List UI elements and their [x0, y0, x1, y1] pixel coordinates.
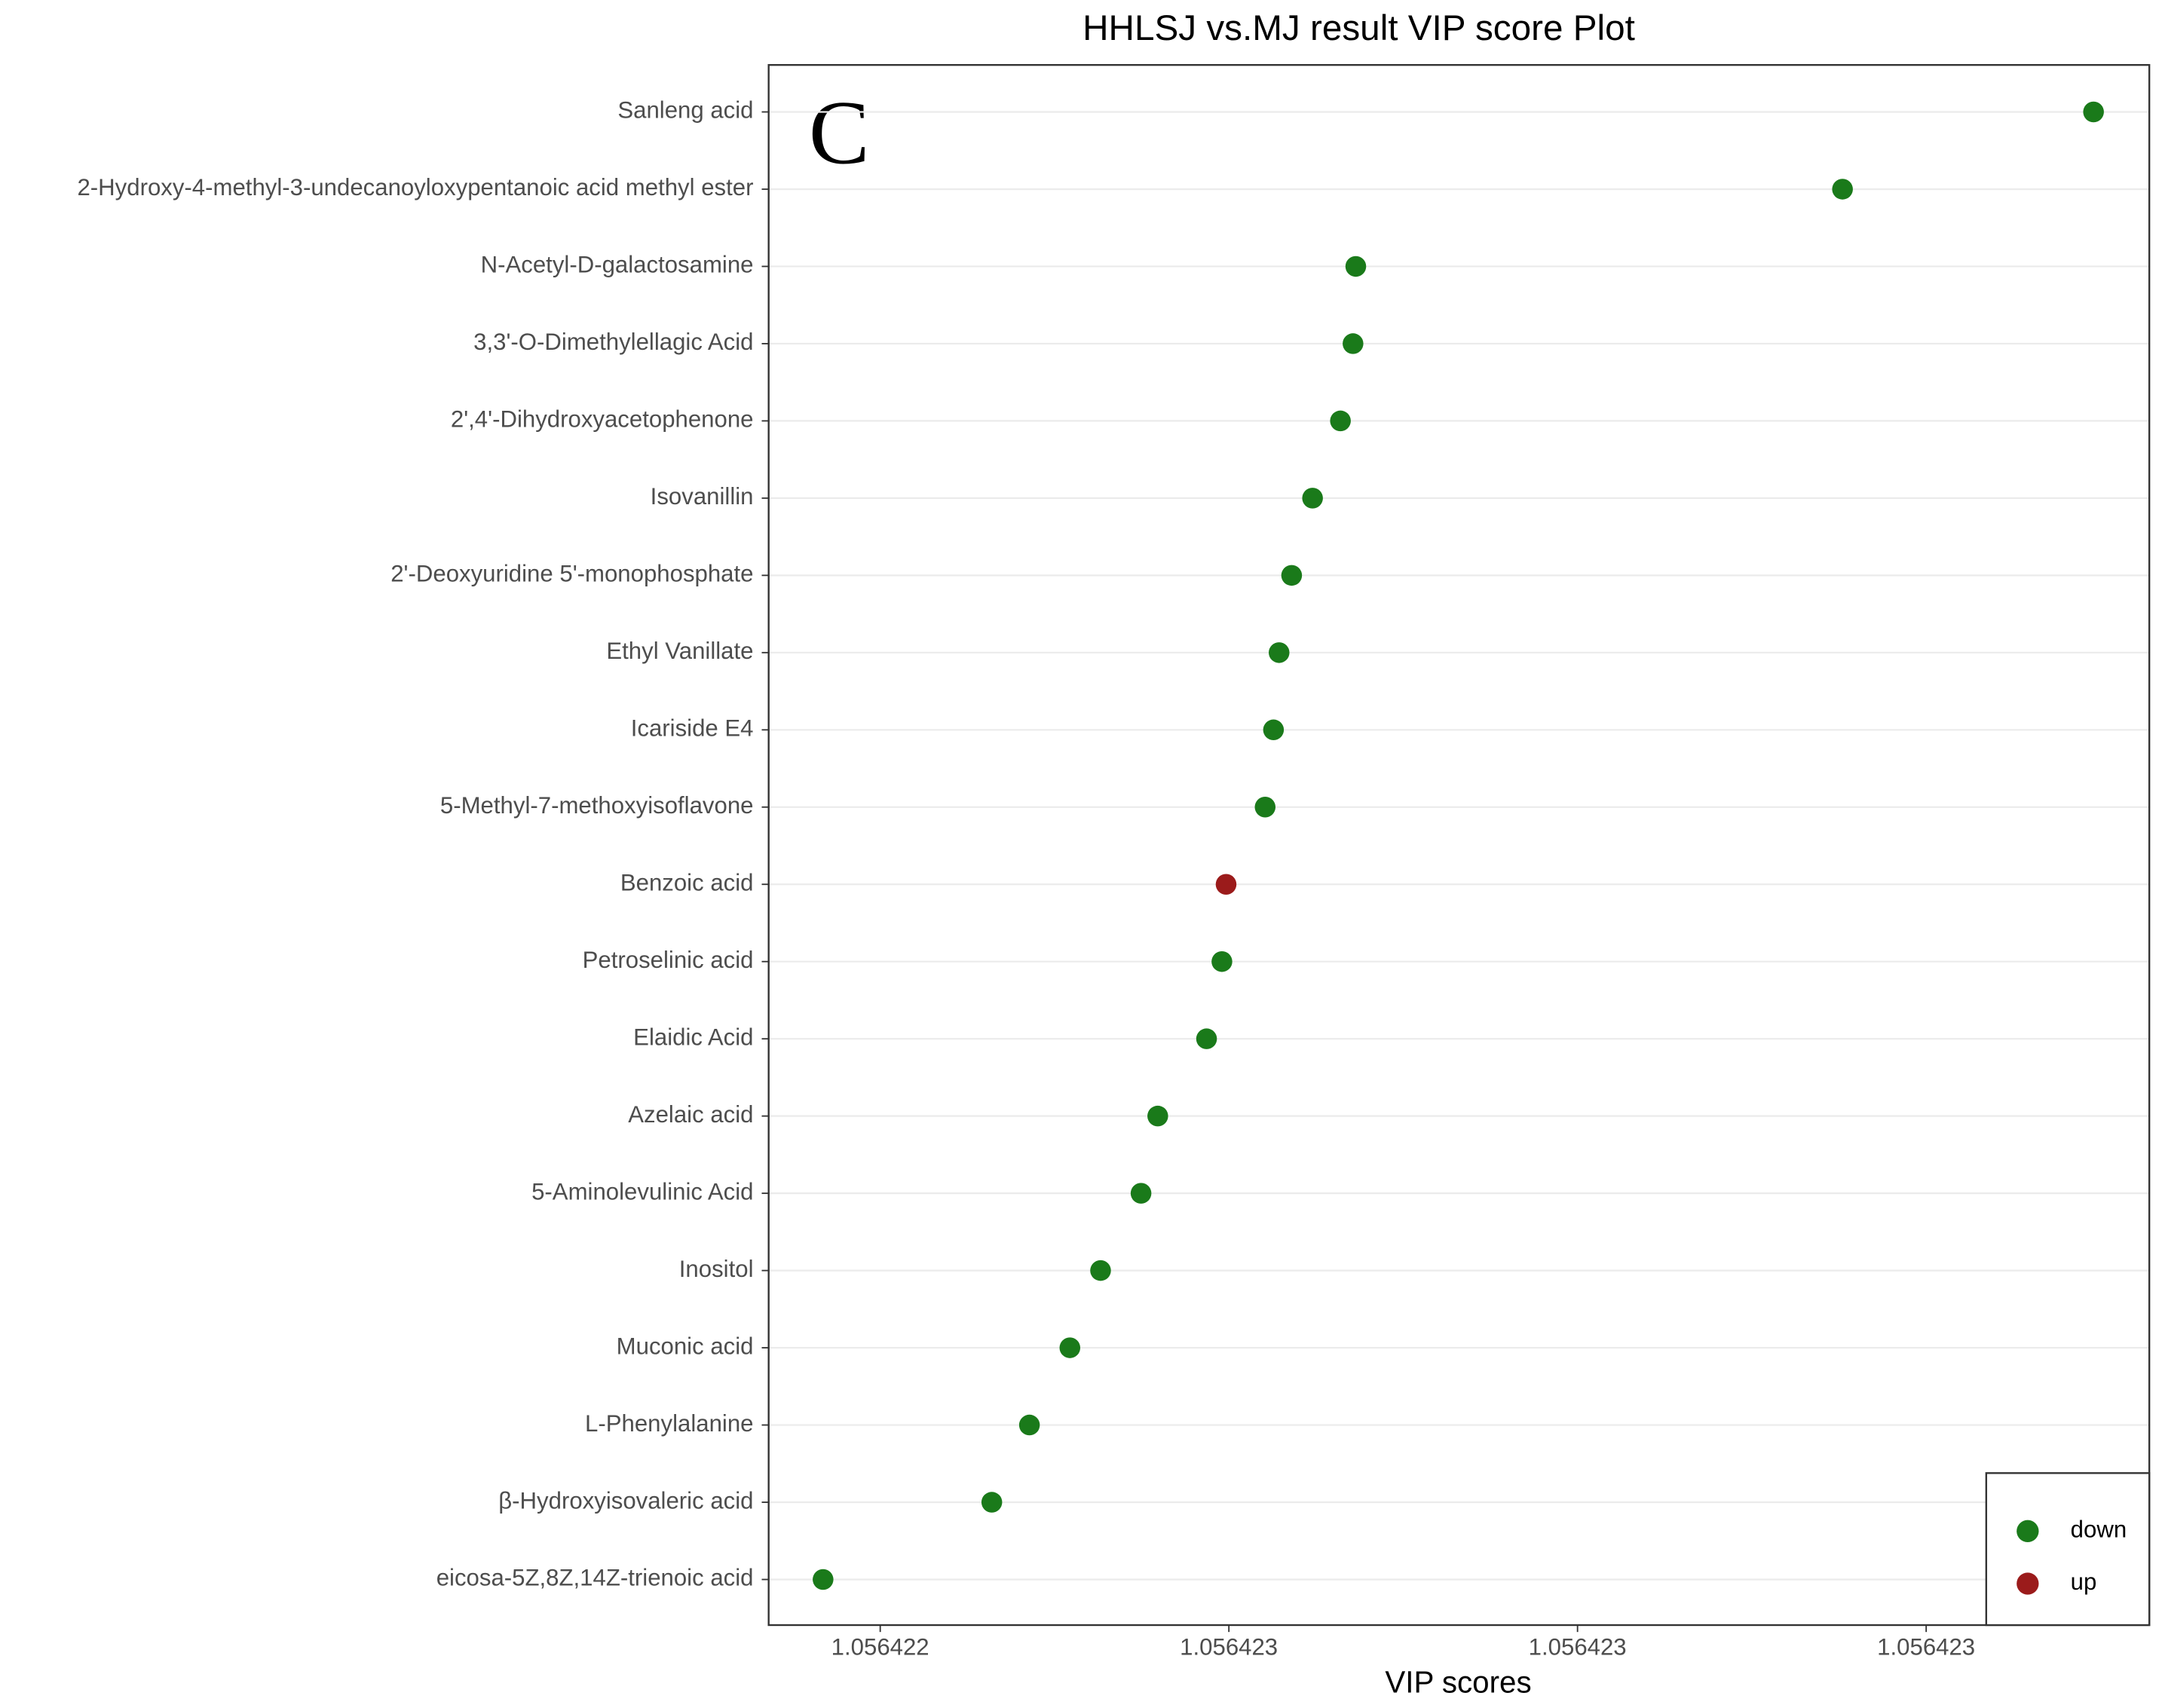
- dot: [1263, 719, 1285, 741]
- y-tick-label: Benzoic acid: [620, 869, 754, 895]
- dot: [1330, 410, 1351, 432]
- dot: [1281, 565, 1303, 586]
- dot: [981, 1492, 1003, 1513]
- chart-title: HHLSJ vs.MJ result VIP score Plot: [1083, 8, 1635, 48]
- y-tick-label: Muconic acid: [617, 1333, 754, 1359]
- y-tick-label: Petroselinic acid: [583, 947, 754, 973]
- y-tick-label: N-Acetyl-D-galactosamine: [481, 252, 754, 278]
- y-tick-label: Ethyl Vanillate: [606, 638, 753, 664]
- y-tick-label: 3,3'-O-Dimethylellagic Acid: [473, 329, 753, 355]
- y-tick-label: 5-Methyl-7-methoxyisoflavone: [440, 792, 754, 819]
- dot: [1018, 1414, 1040, 1436]
- legend-label: up: [2071, 1569, 2097, 1595]
- dot: [1269, 642, 1290, 663]
- y-tick-label: 2'-Deoxyuridine 5'-monophosphate: [390, 561, 753, 587]
- y-tick-label: 2-Hydroxy-4-methyl-3-undecanoyloxypentan…: [77, 174, 753, 200]
- y-tick-label: Inositol: [679, 1256, 754, 1282]
- dot: [1059, 1337, 1081, 1358]
- dot: [813, 1569, 834, 1590]
- dot: [1302, 488, 1323, 509]
- y-tick-label: L-Phenylalanine: [585, 1410, 753, 1437]
- dot: [1343, 333, 1364, 354]
- y-tick-label: 2',4'-Dihydroxyacetophenone: [451, 406, 754, 433]
- y-tick-label: Elaidic Acid: [633, 1024, 753, 1050]
- dot: [1090, 1260, 1111, 1281]
- dot: [1345, 256, 1367, 277]
- dot: [2083, 101, 2104, 123]
- x-tick-label: 1.056423: [1180, 1633, 1278, 1660]
- y-tick-label: Icariside E4: [631, 715, 754, 742]
- y-tick-label: Isovanillin: [651, 483, 754, 510]
- y-tick-label: β-Hydroxyisovaleric acid: [498, 1487, 753, 1514]
- x-axis-title: VIP scores: [1385, 1664, 1531, 1699]
- legend-marker: [2017, 1520, 2039, 1542]
- legend-label: down: [2071, 1517, 2127, 1543]
- dot: [1196, 1028, 1217, 1049]
- dot: [1211, 950, 1233, 972]
- y-tick-label: 5-Aminolevulinic Acid: [531, 1178, 753, 1204]
- legend-marker: [2017, 1572, 2039, 1595]
- x-tick-label: 1.056423: [1877, 1633, 1975, 1660]
- dot: [1130, 1183, 1152, 1204]
- y-tick-label: Sanleng acid: [617, 97, 753, 124]
- y-tick-label: eicosa-5Z,8Z,14Z-trienoic acid: [436, 1565, 754, 1591]
- plot-border: [767, 63, 2151, 1627]
- x-tick-label: 1.056423: [1529, 1633, 1627, 1660]
- x-tick-label: 1.056422: [831, 1633, 929, 1660]
- panel-letter: C: [809, 83, 870, 184]
- legend-box: [1985, 1472, 2151, 1627]
- dot: [1254, 797, 1276, 818]
- dot: [1215, 874, 1237, 895]
- dot: [1147, 1105, 1168, 1127]
- dot: [1832, 179, 1853, 200]
- y-tick-label: Azelaic acid: [628, 1101, 753, 1128]
